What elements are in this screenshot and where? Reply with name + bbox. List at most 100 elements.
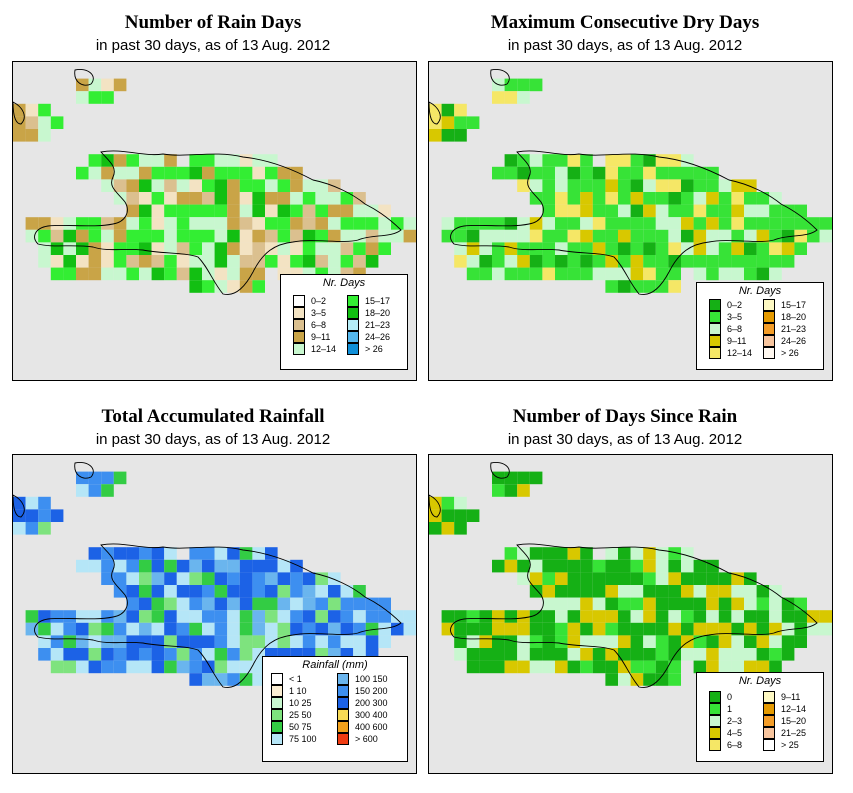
map-grid-cell — [504, 217, 518, 230]
map-grid-cell — [239, 166, 253, 180]
map-grid-cell — [164, 610, 177, 623]
map-grid-cell — [517, 242, 530, 255]
map-grid-cell — [630, 585, 644, 598]
map-grid-cell — [756, 204, 770, 218]
map-grid-cell — [239, 204, 253, 218]
coastline — [34, 543, 402, 688]
legend-swatch — [347, 295, 359, 307]
legend-swatch — [271, 721, 283, 733]
map-grid-cell — [176, 610, 190, 623]
map-grid-cell — [592, 217, 606, 230]
map-grid-cell — [605, 572, 618, 585]
map-grid-cell — [139, 635, 152, 648]
map-grid-cell — [176, 179, 190, 192]
map-grid-cell — [277, 635, 291, 648]
map-grid-cell — [794, 242, 807, 255]
map-grid-cell — [769, 204, 782, 218]
map-grid-cell — [189, 648, 202, 661]
map-grid-cell — [668, 267, 681, 281]
map-grid-cell — [643, 204, 656, 218]
legend-swatch — [271, 673, 283, 685]
map-grid-cell — [630, 217, 644, 230]
map-grid-cell — [252, 229, 265, 243]
map-grid-cell — [655, 673, 669, 686]
map-grid-cell — [567, 154, 581, 167]
map-grid-cell — [706, 622, 719, 636]
legend-swatch — [293, 319, 305, 331]
map-grid-cell — [592, 648, 606, 661]
map-grid-cell — [101, 255, 114, 268]
map-grid-cell — [25, 103, 39, 117]
map-grid-cell — [328, 635, 341, 648]
map-grid-cell — [151, 267, 165, 281]
map-grid-cell — [126, 585, 139, 598]
map-grid-cell — [302, 572, 316, 585]
map-grid-cell — [479, 610, 492, 623]
panel-2-title: Maximum Consecutive Dry Days — [490, 12, 760, 33]
legend-swatch — [293, 295, 305, 307]
map-grid-cell — [340, 585, 354, 598]
map-grid-cell — [655, 166, 669, 180]
map-grid-cell — [353, 597, 366, 611]
map-grid-cell — [744, 635, 757, 648]
map-grid-cell — [706, 217, 719, 230]
map-grid-cell — [101, 572, 114, 585]
legend-swatch — [337, 721, 349, 733]
map-grid-cell — [252, 622, 265, 636]
map-grid-cell — [655, 204, 669, 218]
map-grid-cell — [605, 192, 618, 205]
map-grid-cell — [618, 585, 631, 598]
map-grid-cell — [290, 585, 303, 598]
map-grid-cell — [239, 547, 253, 560]
map-grid-cell — [542, 179, 555, 192]
map-grid-cell — [126, 217, 139, 230]
map-grid-cell — [744, 242, 757, 255]
map-grid-cell — [214, 255, 228, 268]
map-grid-cell — [239, 648, 253, 661]
map-grid-cell — [618, 610, 631, 623]
map-grid-cell — [592, 204, 606, 218]
map-grid-cell — [202, 154, 215, 167]
map-grid-cell — [101, 217, 114, 230]
map-grid-cell — [643, 280, 656, 293]
map-grid-cell — [214, 660, 228, 674]
map-grid-cell — [756, 192, 770, 205]
panel-2-legend: Nr. Days 0–2 3–5 6–8 9–11 12–14 15–17 18… — [696, 282, 824, 370]
map-grid-cell — [756, 660, 770, 674]
map-grid-cell — [492, 91, 505, 104]
map-grid-cell — [101, 242, 114, 255]
map-grid-cell — [618, 572, 631, 585]
map-grid-cell — [504, 622, 518, 636]
map-grid-cell — [151, 597, 165, 611]
map-grid-cell — [25, 522, 39, 535]
map-grid-cell — [176, 217, 190, 230]
map-grid-cell — [592, 572, 606, 585]
map-grid-cell — [315, 242, 328, 255]
map-grid-cell — [630, 572, 644, 585]
map-grid-cell — [227, 572, 240, 585]
panel-1-map-grid — [13, 68, 416, 295]
map-grid-cell — [655, 192, 669, 205]
map-grid-cell — [189, 217, 202, 230]
map-grid-cell — [139, 217, 152, 230]
map-grid-cell — [277, 229, 291, 243]
map-grid-cell — [290, 255, 303, 268]
map-grid-cell — [643, 648, 656, 661]
map-grid-cell — [315, 229, 328, 243]
map-grid-cell — [239, 280, 253, 293]
map-grid-cell — [630, 192, 644, 205]
map-grid-cell — [252, 660, 265, 674]
panel-3-title: Total Accumulated Rainfall — [101, 406, 325, 427]
map-grid-cell — [76, 660, 89, 674]
map-grid-cell — [744, 572, 757, 585]
map-grid-cell — [164, 242, 177, 255]
map-grid-cell — [113, 547, 127, 560]
map-grid-cell — [38, 509, 51, 522]
map-grid-cell — [76, 217, 89, 230]
map-grid-cell — [781, 229, 795, 243]
map-grid-cell — [542, 192, 555, 205]
map-grid-cell — [504, 471, 518, 485]
map-grid-cell — [202, 217, 215, 230]
map-grid-cell — [126, 597, 139, 611]
map-grid-cell — [655, 648, 669, 661]
